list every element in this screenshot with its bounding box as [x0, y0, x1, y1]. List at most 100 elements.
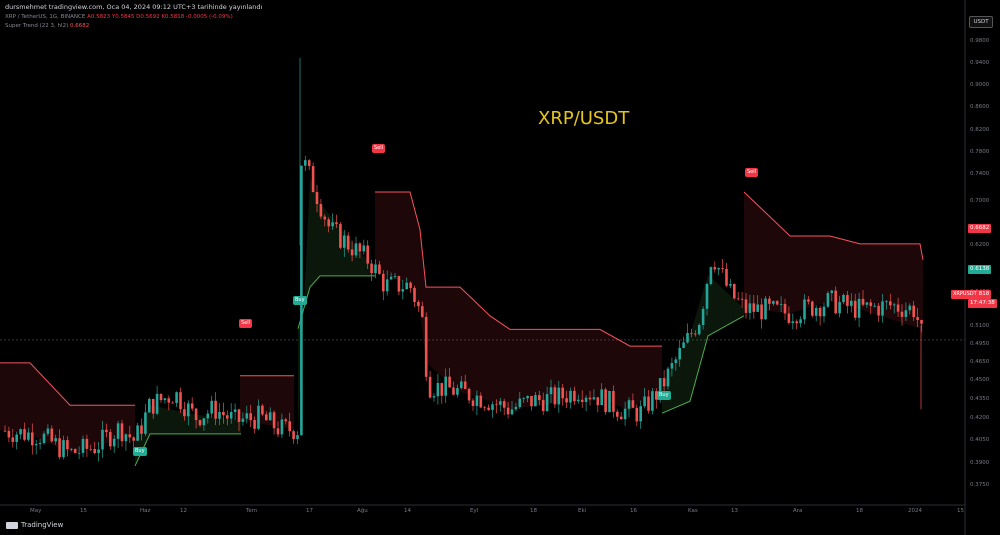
candle-body: [475, 395, 479, 406]
candle-body: [647, 396, 650, 411]
symbol-label: XRP / TetherUS, 1G, BINANCE: [5, 14, 86, 20]
price-tick-label: 0.7400: [970, 171, 990, 177]
candle-body: [315, 192, 319, 205]
candle-body: [518, 398, 522, 407]
candle-body: [779, 303, 783, 305]
price-tick-label: 0.4950: [970, 341, 990, 347]
candle-body: [229, 412, 233, 419]
candle-body: [561, 387, 564, 399]
candle-body: [736, 298, 740, 300]
candle-body: [19, 429, 22, 435]
candle-body: [522, 398, 525, 400]
candle-body: [358, 243, 362, 252]
candle-body: [752, 303, 756, 312]
candle-body: [409, 282, 412, 288]
candle-body: [658, 378, 662, 400]
price-tick-label: 0.3900: [970, 460, 990, 466]
candle-body: [530, 396, 533, 407]
candle-body: [861, 298, 865, 305]
time-tick-label: Eki: [578, 508, 587, 514]
candle-body: [241, 418, 245, 422]
candle-body: [557, 387, 561, 405]
countdown-tag: 17:47:38: [968, 299, 997, 308]
candle-body: [666, 368, 670, 387]
candle-body: [393, 276, 397, 277]
tradingview-icon: [6, 521, 18, 529]
candle-body: [857, 298, 861, 318]
candle-body: [588, 397, 592, 400]
candle-body: [483, 407, 486, 409]
candle-body: [807, 299, 810, 302]
time-tick-label: 14: [404, 508, 411, 514]
candle-body: [584, 397, 588, 403]
indicator-legend[interactable]: Super Trend (22 3, hl2) 0.6682: [5, 23, 89, 29]
candle-body: [397, 276, 401, 292]
candle-body: [58, 438, 61, 458]
candle-body: [791, 321, 795, 323]
candle-body: [109, 432, 112, 447]
candle-body: [694, 333, 697, 335]
candle-body: [222, 411, 225, 416]
supertrend-up-fill: [135, 405, 241, 466]
candle-body: [54, 438, 57, 442]
time-tick-label: Tem: [246, 508, 258, 514]
candle-body: [237, 409, 241, 422]
candle-body: [853, 300, 857, 318]
candle-body: [592, 397, 596, 400]
candle-body: [38, 443, 42, 445]
candle-body: [709, 267, 713, 284]
candle-body: [343, 235, 346, 248]
candle-body: [783, 303, 787, 314]
candle-body: [362, 245, 366, 252]
candle-body: [744, 299, 748, 313]
candle-body: [697, 324, 701, 335]
candle-body: [538, 395, 541, 401]
currency-button[interactable]: USDT: [969, 16, 993, 28]
candle-body: [382, 273, 385, 292]
candle-body: [136, 425, 139, 441]
candle-body: [826, 293, 830, 307]
candle-body: [912, 305, 915, 318]
candle-body: [424, 316, 428, 377]
candle-body: [144, 412, 147, 434]
candle-body: [506, 407, 510, 415]
candle-body: [869, 302, 873, 307]
price-tick-label: 0.5100: [970, 323, 990, 329]
symbol-legend[interactable]: XRP / TetherUS, 1G, BINANCE A0.5823 Y0.5…: [5, 14, 233, 20]
candle-body: [612, 390, 615, 412]
candle-body: [643, 396, 646, 407]
candle-body: [510, 409, 514, 415]
candle-body: [674, 359, 678, 363]
supertrend-down-fill: [375, 192, 662, 412]
time-tick-label: 16: [630, 508, 637, 514]
candle-body: [889, 301, 892, 306]
candle-body: [350, 249, 354, 256]
candle-body: [756, 304, 759, 312]
candle-body: [175, 392, 178, 404]
candle-body: [565, 398, 568, 403]
candle-body: [120, 423, 124, 442]
candle-body: [604, 389, 607, 413]
candle-body: [253, 420, 256, 429]
candle-body: [768, 298, 771, 304]
candle-body: [534, 395, 537, 407]
candle-body: [89, 448, 93, 450]
tradingview-logo[interactable]: TradingView: [6, 521, 63, 529]
candle-body: [830, 290, 834, 294]
candle-body: [331, 222, 334, 227]
candle-body: [479, 395, 483, 408]
candle-body: [619, 416, 623, 420]
price-tick-label: 0.9000: [970, 82, 990, 88]
candle-body: [81, 438, 85, 453]
candle-body: [881, 301, 884, 316]
candle-body: [116, 423, 120, 439]
candle-body: [268, 412, 272, 421]
candle-body: [608, 390, 611, 413]
candle-body: [436, 382, 440, 397]
candle-body: [280, 419, 284, 435]
time-tick-label: Haz: [140, 508, 151, 514]
candle-body: [713, 267, 717, 270]
candle-body: [655, 391, 658, 400]
time-tick-label: 15: [957, 508, 964, 514]
